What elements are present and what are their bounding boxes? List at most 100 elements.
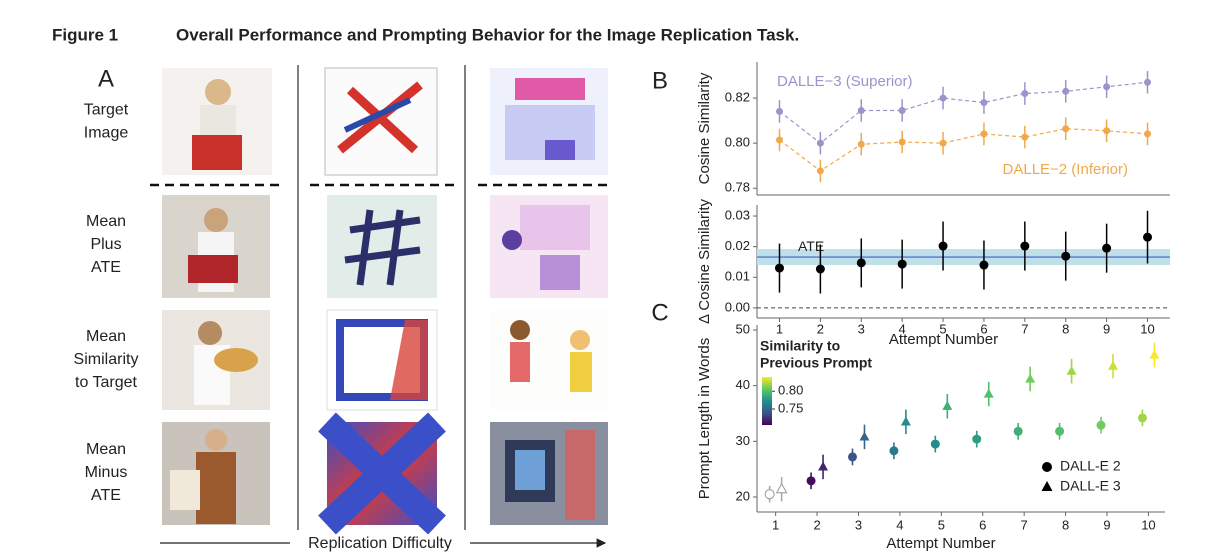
point — [1102, 243, 1112, 253]
point — [942, 400, 953, 410]
point — [1061, 251, 1071, 261]
y-tick-label: 0.78 — [725, 180, 750, 195]
series-label: DALLE−2 (Inferior) — [1003, 161, 1128, 178]
point — [979, 260, 989, 270]
point — [1020, 241, 1030, 251]
x-tick-label: 9 — [1103, 321, 1110, 336]
x-tick-label: 2 — [817, 321, 824, 336]
point — [1062, 87, 1070, 95]
point — [1013, 426, 1023, 436]
point — [806, 476, 816, 486]
row-label: Target — [84, 102, 129, 119]
point — [938, 241, 948, 251]
legend-marker — [1041, 481, 1053, 491]
point — [847, 452, 857, 462]
y-tick-label: 50 — [736, 321, 750, 336]
row-label: ATE — [91, 487, 121, 504]
point — [775, 136, 783, 144]
point — [1103, 127, 1111, 135]
point — [856, 258, 866, 268]
row-label: ATE — [91, 259, 121, 276]
x-tick-label: 6 — [980, 321, 987, 336]
colorbar-title: Previous Prompt — [760, 355, 872, 371]
y-axis-label: Δ Cosine Similarity — [696, 198, 713, 324]
x-axis-label: Attempt Number — [886, 535, 995, 552]
row-label: Mean — [86, 328, 126, 345]
point — [980, 99, 988, 107]
x-tick-label: 10 — [1141, 517, 1155, 532]
point — [930, 439, 940, 449]
row-labels: Target Image Mean Plus ATE Mean Similarity to T… — [74, 102, 139, 505]
point — [1096, 420, 1106, 430]
panel-letter: B — [652, 67, 668, 94]
y-tick-label: 0.03 — [725, 207, 750, 222]
point — [775, 107, 783, 115]
x-tick-label: 5 — [938, 517, 945, 532]
row-label: Mean — [86, 441, 126, 458]
point — [815, 264, 825, 274]
row-label: Similarity — [74, 351, 139, 368]
y-axis-label: Prompt Length in Words — [696, 338, 713, 499]
point — [1143, 232, 1153, 242]
point — [774, 263, 784, 273]
point — [1021, 133, 1029, 141]
row-label: Image — [84, 125, 129, 142]
point — [1144, 78, 1152, 86]
colorbar-tick-label: 0.80 — [778, 383, 803, 398]
point — [816, 139, 824, 147]
series-line — [779, 81, 1148, 144]
x-tick-label: 3 — [855, 517, 862, 532]
point — [1062, 125, 1070, 133]
x-tick-label: 5 — [939, 321, 946, 336]
row-label: Plus — [90, 236, 121, 253]
colorbar-title: Similarity to — [760, 338, 840, 354]
image-grid — [150, 65, 612, 535]
y-tick-label: 0.02 — [725, 238, 750, 253]
point — [972, 434, 982, 444]
x-tick-label: 4 — [899, 321, 906, 336]
row-label: Mean — [86, 213, 126, 230]
x-tick-label: 4 — [896, 517, 903, 532]
x-tick-label: 6 — [979, 517, 986, 532]
panel-letter: A — [98, 65, 114, 92]
point — [939, 94, 947, 102]
point — [816, 167, 824, 175]
point — [1144, 130, 1152, 138]
point — [1055, 426, 1065, 436]
point — [889, 446, 899, 456]
point — [857, 106, 865, 114]
colorbar-tick-label: 0.75 — [778, 400, 803, 415]
point — [1066, 365, 1077, 375]
x-tick-label: 3 — [858, 321, 865, 336]
figure-label: Figure 1 — [52, 25, 118, 44]
point — [897, 259, 907, 269]
x-tick-label: 8 — [1062, 321, 1069, 336]
y-tick-label: 20 — [736, 488, 750, 503]
y-tick-label: 0.00 — [725, 299, 750, 314]
x-tick-label: 1 — [772, 517, 779, 532]
point — [1137, 413, 1147, 423]
legend-label: DALL-E 2 — [1060, 458, 1121, 474]
figure-title: Overall Performance and Prompting Behavi… — [176, 25, 799, 44]
legend-marker — [1042, 462, 1052, 472]
point — [983, 388, 994, 398]
x-tick-label: 8 — [1062, 517, 1069, 532]
point — [900, 416, 911, 426]
x-axis-label: Attempt Number — [889, 331, 998, 348]
point — [939, 139, 947, 147]
point — [898, 138, 906, 146]
y-tick-label: 0.82 — [725, 90, 750, 105]
point — [1149, 349, 1160, 359]
point — [818, 461, 829, 471]
legend-label: DALL-E 3 — [1060, 478, 1121, 494]
x-tick-label: 7 — [1021, 517, 1028, 532]
ate-label: ATE — [798, 238, 824, 254]
point — [980, 130, 988, 138]
x-tick-label: 9 — [1103, 517, 1110, 532]
point — [1103, 83, 1111, 91]
series-label: DALLE−3 (Superior) — [777, 73, 912, 90]
y-tick-label: 30 — [736, 433, 750, 448]
x-tick-label: 7 — [1021, 321, 1028, 336]
point — [1021, 90, 1029, 98]
x-tick-label: 1 — [776, 321, 783, 336]
